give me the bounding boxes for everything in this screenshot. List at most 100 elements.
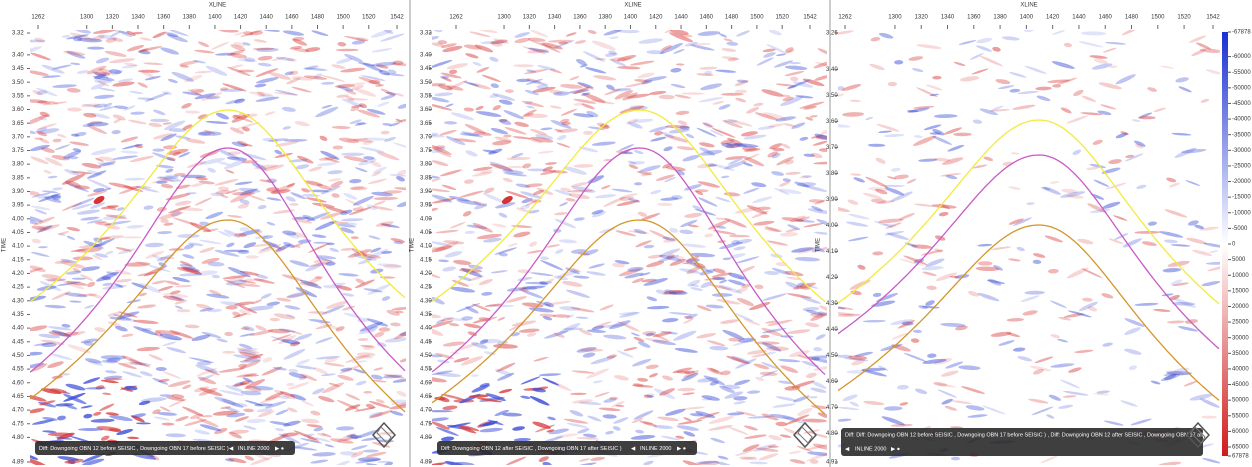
seismic-event [328,221,349,224]
seismic-event [975,266,1000,272]
seismic-event [39,400,56,406]
seismic-event [325,261,336,266]
seismic-event [437,40,448,45]
seismic-event [92,35,105,41]
seismic-event [461,316,473,321]
seismic-event [314,220,337,231]
horizon [30,109,406,303]
seismic-event [126,30,136,36]
y-tick-label: 4.20 [826,275,838,281]
seismic-event [552,314,571,318]
seismic-event [446,80,468,91]
seismic-event [363,288,383,293]
seismic-event [972,119,983,124]
colorbar-tick-label: -50000 [1232,85,1251,91]
seismic-event [371,48,393,53]
seismic-event [747,390,761,394]
seismic-event [1072,149,1082,155]
seismic-event [643,278,669,286]
seismic-event [168,205,191,214]
seismic-event [838,206,850,213]
colorbar-tick-label: 15000 [1232,288,1249,294]
seismic-event [219,390,245,396]
seismic-event [767,445,779,448]
seismic-event [1080,112,1103,116]
seismic-event [60,258,78,264]
seismic-event [885,222,902,229]
seismic-event [712,277,726,281]
seismic-event [342,293,355,297]
seismic-event [440,72,462,79]
seismic-event [1024,65,1047,74]
seismic-event [742,162,753,167]
seismic-event [819,305,827,313]
seismic-event [312,452,336,457]
seismic-event [733,246,746,251]
seismic-event [122,236,142,239]
seismic-event [614,375,629,381]
seismic-event [172,151,181,156]
seismic-event [676,425,700,431]
seismic-event [614,90,633,100]
seismic-event [1164,209,1188,218]
seismic-event [273,389,296,400]
seismic-event [870,198,887,204]
seismic-event [247,305,274,311]
seismic-event [492,140,512,146]
seismic-event [521,285,546,290]
seismic-event [316,255,337,260]
seismic-event [69,300,82,303]
seismic-event [295,287,318,298]
seismic-event [37,128,60,134]
seismic-event [207,308,223,313]
seismic-event [82,458,105,465]
seismic-event [30,130,37,135]
seismic-event [650,189,662,195]
seismic-event [341,152,365,157]
y-tick-label: 4.70 [826,405,838,411]
y-tick-label: 4.10 [12,244,24,250]
seismic-event [210,192,225,197]
seismic-event [131,282,148,289]
seismic-event [482,192,506,204]
seismic-event [198,41,210,48]
seismic-event [668,291,688,295]
seismic-event [144,242,164,248]
seismic-event [380,94,396,100]
seismic-event [719,385,735,393]
seismic-event [198,180,215,185]
seismic-event [744,425,758,431]
seismic-event [352,195,374,206]
seismic-event [446,85,464,91]
seismic-event [742,155,765,167]
seismic-event [619,311,640,318]
seismic-event [120,136,139,143]
seismic-event [226,276,246,283]
seismic-event [641,278,658,283]
seismic-event [47,326,72,331]
seismic-event [1159,231,1184,238]
seismic-event [505,296,528,303]
seismic-event [534,424,555,433]
seismic-event [239,199,250,205]
seismic-event [560,108,578,116]
seismic-event [237,140,249,147]
seismic-event [705,304,724,309]
seismic-event [878,32,894,39]
seismic-event [660,45,672,51]
seismic-event [675,63,685,66]
seismic-event [289,46,303,50]
seismic-event [576,346,597,353]
seismic-event [1049,181,1060,184]
seismic-event [1114,233,1129,240]
seismic-event [786,293,812,299]
seismic-event [198,387,218,396]
seismic-event [304,47,321,52]
seismic-event [734,89,748,94]
seismic-event [577,82,595,91]
seismic-event [30,114,49,126]
seismic-event [199,247,215,253]
seismic-event [86,219,103,224]
seismic-event [734,379,751,386]
seismic-event [1061,188,1078,194]
